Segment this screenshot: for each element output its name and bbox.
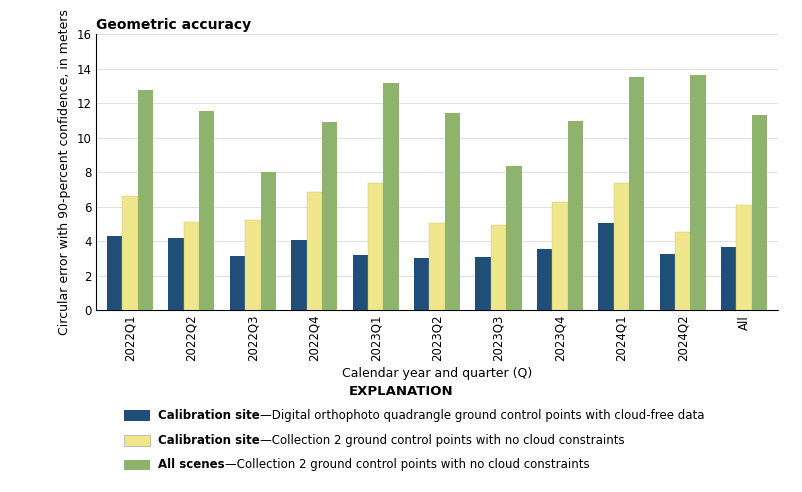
Text: Geometric accuracy: Geometric accuracy bbox=[96, 18, 251, 32]
Bar bbox=[675, 233, 691, 310]
Bar bbox=[123, 196, 138, 310]
Bar bbox=[353, 255, 368, 310]
Text: Calibration site: Calibration site bbox=[158, 434, 260, 447]
Bar bbox=[660, 254, 675, 310]
Bar bbox=[537, 249, 553, 310]
Bar bbox=[414, 258, 429, 310]
Bar bbox=[291, 240, 306, 310]
Text: —Collection 2 ground control points with no cloud constraints: —Collection 2 ground control points with… bbox=[225, 459, 589, 471]
Bar bbox=[368, 183, 383, 310]
Bar bbox=[691, 75, 706, 310]
Bar bbox=[168, 238, 184, 310]
Bar bbox=[383, 83, 399, 310]
Text: Calibration site: Calibration site bbox=[158, 409, 260, 422]
Bar bbox=[230, 256, 245, 310]
Text: —Digital orthophoto quadrangle ground control points with cloud-free data: —Digital orthophoto quadrangle ground co… bbox=[260, 409, 704, 422]
Bar bbox=[184, 222, 199, 310]
Bar bbox=[598, 223, 614, 310]
Text: All scenes: All scenes bbox=[158, 459, 225, 471]
Bar bbox=[736, 205, 751, 310]
Bar bbox=[568, 121, 583, 310]
X-axis label: Calendar year and quarter (Q): Calendar year and quarter (Q) bbox=[342, 367, 533, 380]
Bar bbox=[429, 223, 445, 310]
Bar bbox=[614, 184, 629, 310]
Bar bbox=[138, 90, 153, 310]
Bar bbox=[107, 236, 123, 310]
Bar bbox=[553, 202, 568, 310]
Text: —Collection 2 ground control points with no cloud constraints: —Collection 2 ground control points with… bbox=[260, 434, 625, 447]
Bar bbox=[199, 111, 214, 310]
Bar bbox=[322, 122, 338, 310]
Bar bbox=[506, 166, 521, 310]
Bar bbox=[491, 225, 506, 310]
Bar bbox=[721, 247, 736, 310]
Bar bbox=[751, 115, 768, 310]
Text: EXPLANATION: EXPLANATION bbox=[349, 385, 453, 398]
Bar bbox=[476, 257, 491, 310]
Y-axis label: Circular error with 90-percent confidence, in meters: Circular error with 90-percent confidenc… bbox=[58, 9, 71, 335]
Bar bbox=[445, 113, 460, 310]
Bar bbox=[245, 220, 261, 310]
Bar bbox=[629, 77, 644, 310]
Bar bbox=[261, 172, 276, 310]
Bar bbox=[306, 192, 322, 310]
